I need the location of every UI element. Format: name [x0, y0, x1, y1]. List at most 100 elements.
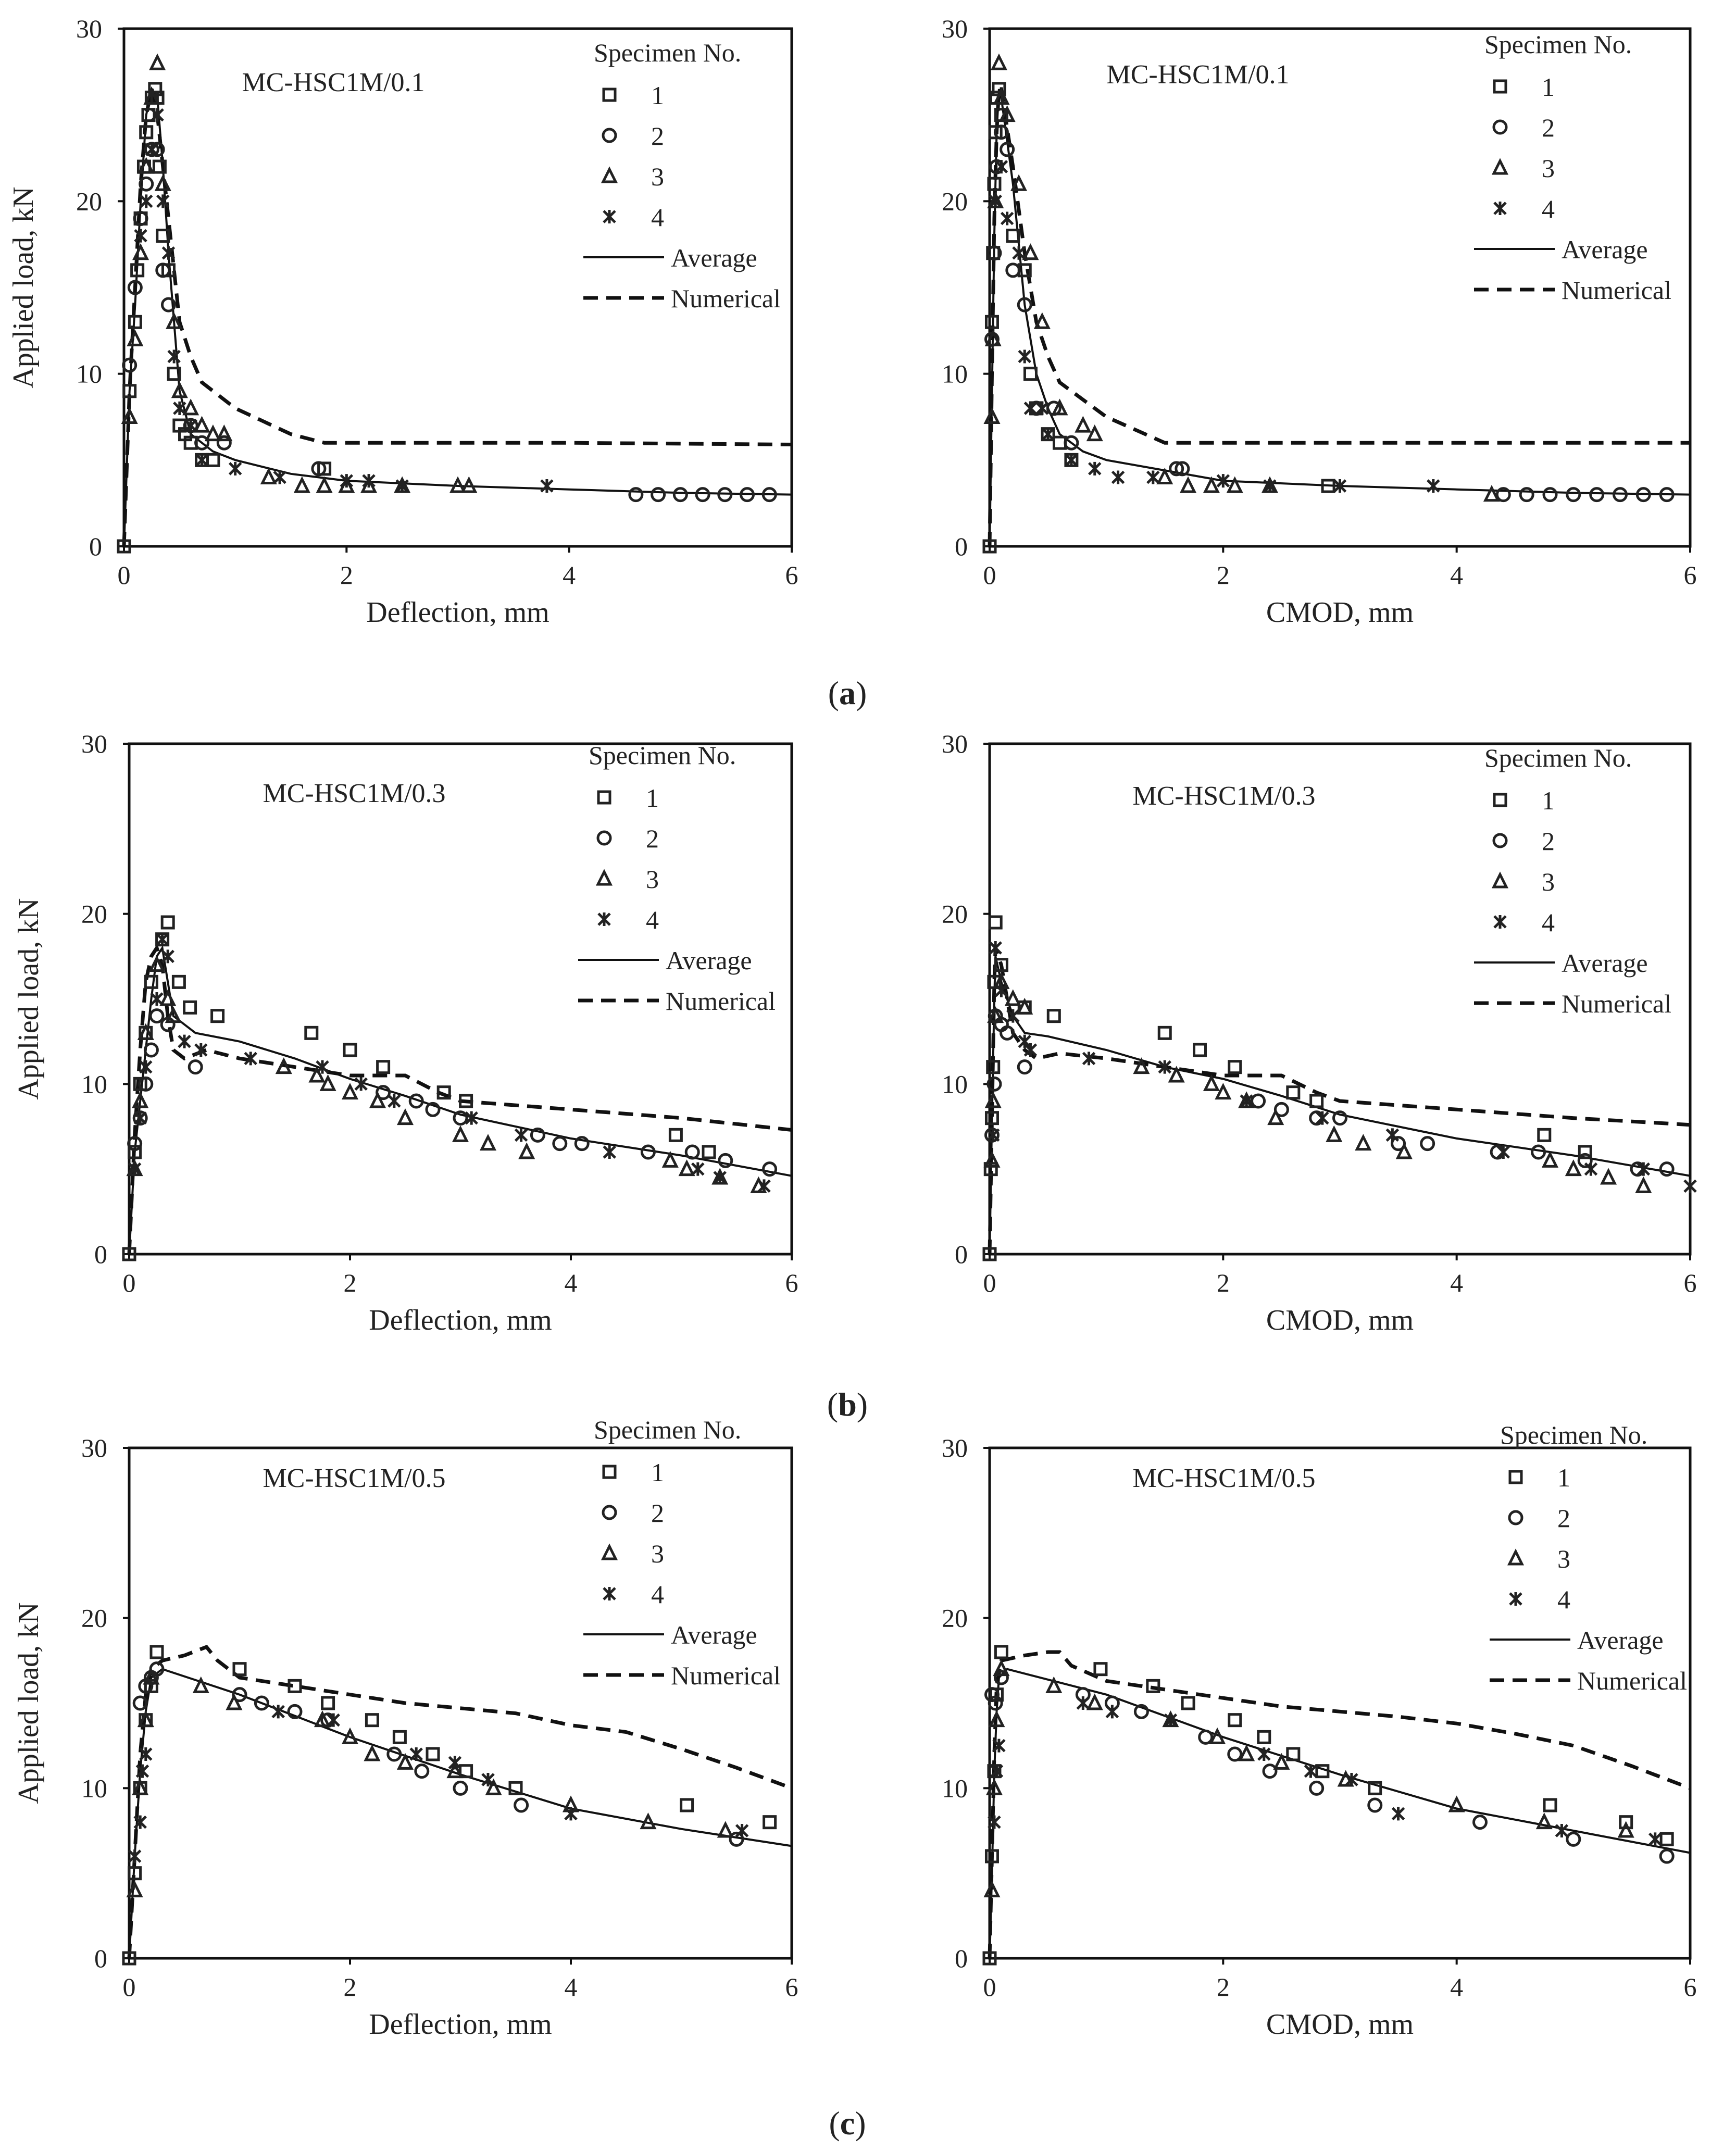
x-axis-label: CMOD, mm — [1266, 1304, 1414, 1336]
data-point-specimen-4 — [994, 983, 1008, 997]
data-point-specimen-4 — [133, 1111, 147, 1125]
data-point-specimen-4 — [1216, 474, 1230, 488]
data-point-specimen-4 — [1333, 479, 1347, 493]
data-point-specimen-1 — [983, 1162, 998, 1177]
data-point-specimen-3 — [1326, 1125, 1343, 1142]
data-point-specimen-2 — [188, 1059, 203, 1075]
y-tick-label: 10 — [81, 1069, 107, 1098]
data-point-specimen-1 — [1093, 1662, 1108, 1677]
data-point-specimen-2 — [1519, 487, 1534, 503]
legend-label-2: 2 — [646, 824, 659, 853]
legend-label-4: 4 — [651, 1580, 664, 1609]
data-point-specimen-4 — [1391, 1807, 1405, 1821]
y-axis-label: Applied load, kN — [7, 186, 40, 388]
data-point-specimen-3 — [678, 1159, 695, 1177]
data-point-specimen-2 — [718, 1153, 733, 1168]
y-tick-label: 20 — [942, 1604, 968, 1633]
data-point-specimen-1 — [161, 263, 176, 278]
y-tick-label: 30 — [81, 1433, 107, 1462]
data-point-specimen-4 — [1648, 1832, 1662, 1846]
plot-frame — [128, 1446, 793, 1960]
data-point-specimen-3 — [1541, 1150, 1559, 1168]
data-point-specimen-4 — [1023, 401, 1038, 415]
data-point-specimen-3 — [159, 989, 177, 1006]
data-point-specimen-3 — [341, 1727, 359, 1744]
y-tick-label: 10 — [942, 1773, 968, 1803]
legend-label-4: 4 — [1557, 1585, 1570, 1614]
data-point-specimen-2 — [132, 1695, 148, 1711]
data-point-specimen-3 — [260, 467, 277, 484]
data-point-specimen-3 — [192, 1676, 209, 1693]
caption-a-letter: a — [839, 674, 856, 711]
data-point-specimen-1 — [206, 453, 220, 467]
data-point-specimen-2 — [1495, 487, 1511, 503]
legend-label-3: 3 — [651, 162, 664, 191]
y-tick-label: 20 — [76, 186, 102, 216]
data-point-specimen-3 — [1033, 312, 1051, 329]
data-point-specimen-1 — [304, 1026, 319, 1040]
data-point-specimen-4 — [139, 1060, 153, 1074]
data-point-specimen-4 — [150, 992, 164, 1006]
data-point-specimen-4 — [1082, 1052, 1096, 1066]
x-tick-label: 0 — [983, 560, 996, 590]
legend-title: Specimen No. — [589, 741, 736, 770]
series-lines — [988, 87, 1691, 547]
data-point-specimen-3 — [1448, 1795, 1465, 1812]
x-tick-label: 0 — [118, 560, 131, 590]
data-point-specimen-2 — [762, 1161, 778, 1177]
data-point-specimen-4 — [1240, 1094, 1253, 1108]
x-tick-label: 4 — [565, 1972, 578, 2002]
chart-a-right: 0 2 4 6 0 10 20 30 CMOD, mm MC-HSC1M/0.1 Specimen … — [942, 14, 1697, 629]
series-markers — [982, 915, 1697, 1261]
legend-label-1: 1 — [646, 783, 659, 812]
legend-marker-1 — [602, 87, 617, 102]
data-point-specimen-3 — [1045, 1676, 1063, 1693]
y-tick-label: 0 — [94, 1240, 107, 1269]
series-line-average — [989, 89, 1691, 547]
y-tick-label: 20 — [942, 899, 968, 929]
y-tick-label: 0 — [94, 1944, 107, 1973]
data-point-specimen-3 — [983, 1880, 1001, 1897]
series-line-average — [128, 945, 792, 1255]
data-point-specimen-3 — [193, 416, 210, 433]
data-point-specimen-2 — [127, 1136, 143, 1152]
data-point-specimen-1 — [436, 1085, 451, 1100]
data-point-specimen-3 — [460, 476, 478, 493]
data-point-specimen-3 — [314, 1710, 331, 1728]
x-tick-label: 2 — [340, 560, 353, 590]
x-tick-label: 0 — [123, 1268, 136, 1297]
data-point-specimen-3 — [137, 1710, 154, 1728]
x-tick-label: 6 — [785, 560, 798, 590]
x-axis-ticks: 0 2 4 6 — [118, 546, 798, 590]
legend-label-4: 4 — [651, 203, 664, 232]
data-point-specimen-3 — [1617, 1821, 1634, 1838]
data-point-specimen-2 — [1566, 487, 1581, 503]
data-point-specimen-4 — [194, 1043, 208, 1057]
data-point-specimen-2 — [628, 487, 644, 503]
y-axis-label: Applied load, kN — [13, 1602, 45, 1804]
data-point-specimen-4 — [1555, 1824, 1569, 1837]
x-tick-label: 6 — [1684, 1972, 1697, 2002]
y-tick-label: 20 — [81, 1604, 107, 1633]
data-point-specimen-2 — [287, 1704, 303, 1719]
data-point-specimen-3 — [143, 87, 160, 105]
data-point-specimen-1 — [1181, 1696, 1195, 1710]
legend-label-average: Average — [671, 1620, 757, 1649]
legend-marker-3 — [595, 869, 613, 886]
chart-b-left: 0 2 4 6 0 10 20 30 Deflection, mm Applied load, k… — [13, 729, 798, 1336]
data-point-specimen-3 — [369, 1091, 386, 1108]
data-point-specimen-2 — [1659, 1161, 1675, 1177]
data-point-specimen-3 — [1565, 1159, 1582, 1177]
data-point-specimen-2 — [149, 1008, 165, 1024]
data-point-specimen-4 — [228, 461, 242, 476]
data-point-specimen-4 — [134, 229, 147, 243]
data-point-specimen-3 — [154, 174, 171, 191]
y-axis-ticks: 0 10 20 30 — [942, 14, 990, 561]
data-point-specimen-3 — [983, 1150, 1001, 1168]
series-line-numerical — [122, 89, 792, 547]
data-point-specimen-1 — [156, 229, 170, 243]
data-point-specimen-3 — [148, 955, 166, 972]
data-point-specimen-2 — [1309, 1780, 1325, 1796]
data-point-specimen-4 — [1316, 1111, 1329, 1125]
legend-label-average: Average — [1562, 948, 1648, 978]
